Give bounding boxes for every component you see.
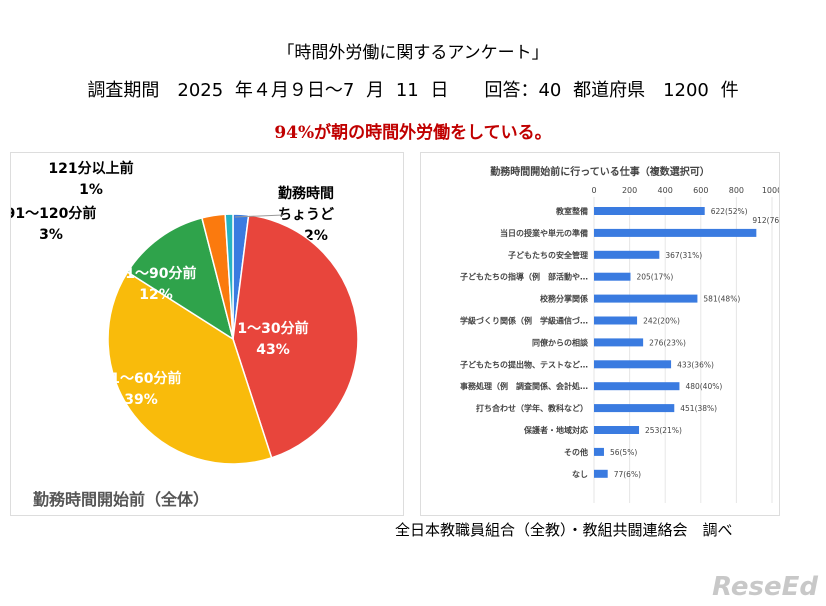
source-note: 全日本教職員組合（全教）・教組共闘連絡会 調べ	[395, 521, 733, 539]
slice-label: 1～30分前	[237, 320, 308, 337]
data-label: 581(48%)	[703, 295, 740, 304]
slice-label: ちょうど	[278, 207, 334, 223]
slice-label: 121分以上前	[48, 160, 133, 177]
category-label: 教室整備	[555, 206, 588, 216]
slice-value: 43%	[256, 342, 290, 358]
pie-slice	[126, 217, 235, 341]
data-label: 56(5%)	[610, 448, 637, 457]
slice-value: 12%	[139, 287, 173, 303]
bar	[594, 250, 660, 259]
slice-label: 91～120分前	[11, 205, 96, 222]
pie-slice	[224, 213, 234, 340]
data-label: 480(40%)	[685, 382, 722, 391]
slice-label: 勤務時間	[278, 185, 334, 202]
data-label: 451(38%)	[680, 404, 717, 413]
pie-chart: 勤務時間ちょうど2%1～30分前43%31～60分前39%61～90分前12%9…	[6, 160, 359, 509]
slice-value: 1%	[79, 182, 103, 198]
bar	[594, 316, 638, 325]
headline: 94%が朝の時間外労働をしている。	[274, 123, 552, 143]
pie-title: 勤務時間開始前（全体）	[33, 490, 209, 509]
bar	[594, 338, 644, 347]
bar	[594, 228, 757, 237]
pie-slice	[107, 270, 273, 465]
data-label: 367(31%)	[665, 251, 702, 260]
slice-label: 31～60分前	[101, 370, 182, 387]
data-label: 433(36%)	[677, 360, 714, 369]
pie-slice	[232, 214, 359, 459]
data-label: 253(21%)	[645, 426, 682, 435]
category-label: 子どもたちの提出物、テストなど…	[460, 359, 588, 369]
x-tick-label: 1000	[762, 186, 779, 195]
category-label: なし	[572, 470, 588, 479]
bar	[594, 404, 675, 413]
bar	[594, 207, 705, 215]
category-label: 同僚からの相談	[532, 337, 589, 347]
data-label: 77(6%)	[614, 470, 641, 479]
bar	[594, 360, 672, 369]
leader-line	[234, 214, 284, 218]
category-label: 事務処理（例 調査関係、会計処…	[460, 381, 588, 391]
slice-label: 61～90分前	[116, 265, 197, 282]
x-tick-label: 800	[729, 186, 744, 195]
bar-title: 勤務時間開始前に行っている仕事（複数選択可）	[490, 165, 710, 178]
pie-panel: 勤務時間 ちょうど 2% 1～30分前 43% 31～60分前 39% 61～90分前 12% 9…	[6, 152, 404, 516]
category-label: 学級づくり関係（例 学級通信づ…	[460, 316, 588, 326]
survey-period: 調査期間 2025 年４月９日～7 月 11 日 回答：40 都道府県 1200…	[87, 80, 739, 101]
bar	[594, 382, 680, 391]
category-label: 当日の授業や単元の準備	[500, 228, 588, 238]
x-tick-label: 600	[693, 186, 708, 195]
bar	[594, 272, 631, 281]
resemom-logo: ReseEd	[712, 572, 818, 602]
bar	[594, 447, 604, 456]
x-tick-label: 200	[622, 186, 637, 195]
bar	[594, 469, 608, 478]
bar	[594, 426, 640, 434]
data-label: 205(17%)	[636, 273, 673, 282]
bar-panel: 勤務時間開始前に行っている仕事（複数選択可） 0 200 400 600 800 1000 教…	[420, 152, 789, 516]
data-label: 622(52%)	[711, 207, 748, 216]
data-label: 276(23%)	[649, 338, 686, 347]
data-label: 242(20%)	[643, 317, 680, 326]
category-label: 打ち合わせ（学年、教科など）	[476, 403, 588, 413]
category-label: 保護者・地域対応	[523, 425, 588, 435]
bar-chart: 勤務時間開始前に行っている仕事（複数選択可） 0 200 400 600 800 1000 教…	[460, 165, 789, 503]
survey-title: 「時間外労働に関するアンケート」	[277, 43, 549, 63]
slice-value: 39%	[124, 392, 158, 408]
bar	[594, 294, 698, 303]
x-tick-label: 0	[591, 186, 596, 195]
data-label: 912(76%)	[752, 216, 779, 225]
category-label: 校務分掌関係	[540, 294, 588, 304]
slice-value: 3%	[39, 227, 63, 243]
category-label: 子どもたちの指導（例 部活動や…	[460, 272, 588, 282]
category-label: 子どもたちの安全管理	[508, 250, 588, 260]
x-tick-label: 400	[658, 186, 673, 195]
category-label: その他	[564, 447, 588, 457]
